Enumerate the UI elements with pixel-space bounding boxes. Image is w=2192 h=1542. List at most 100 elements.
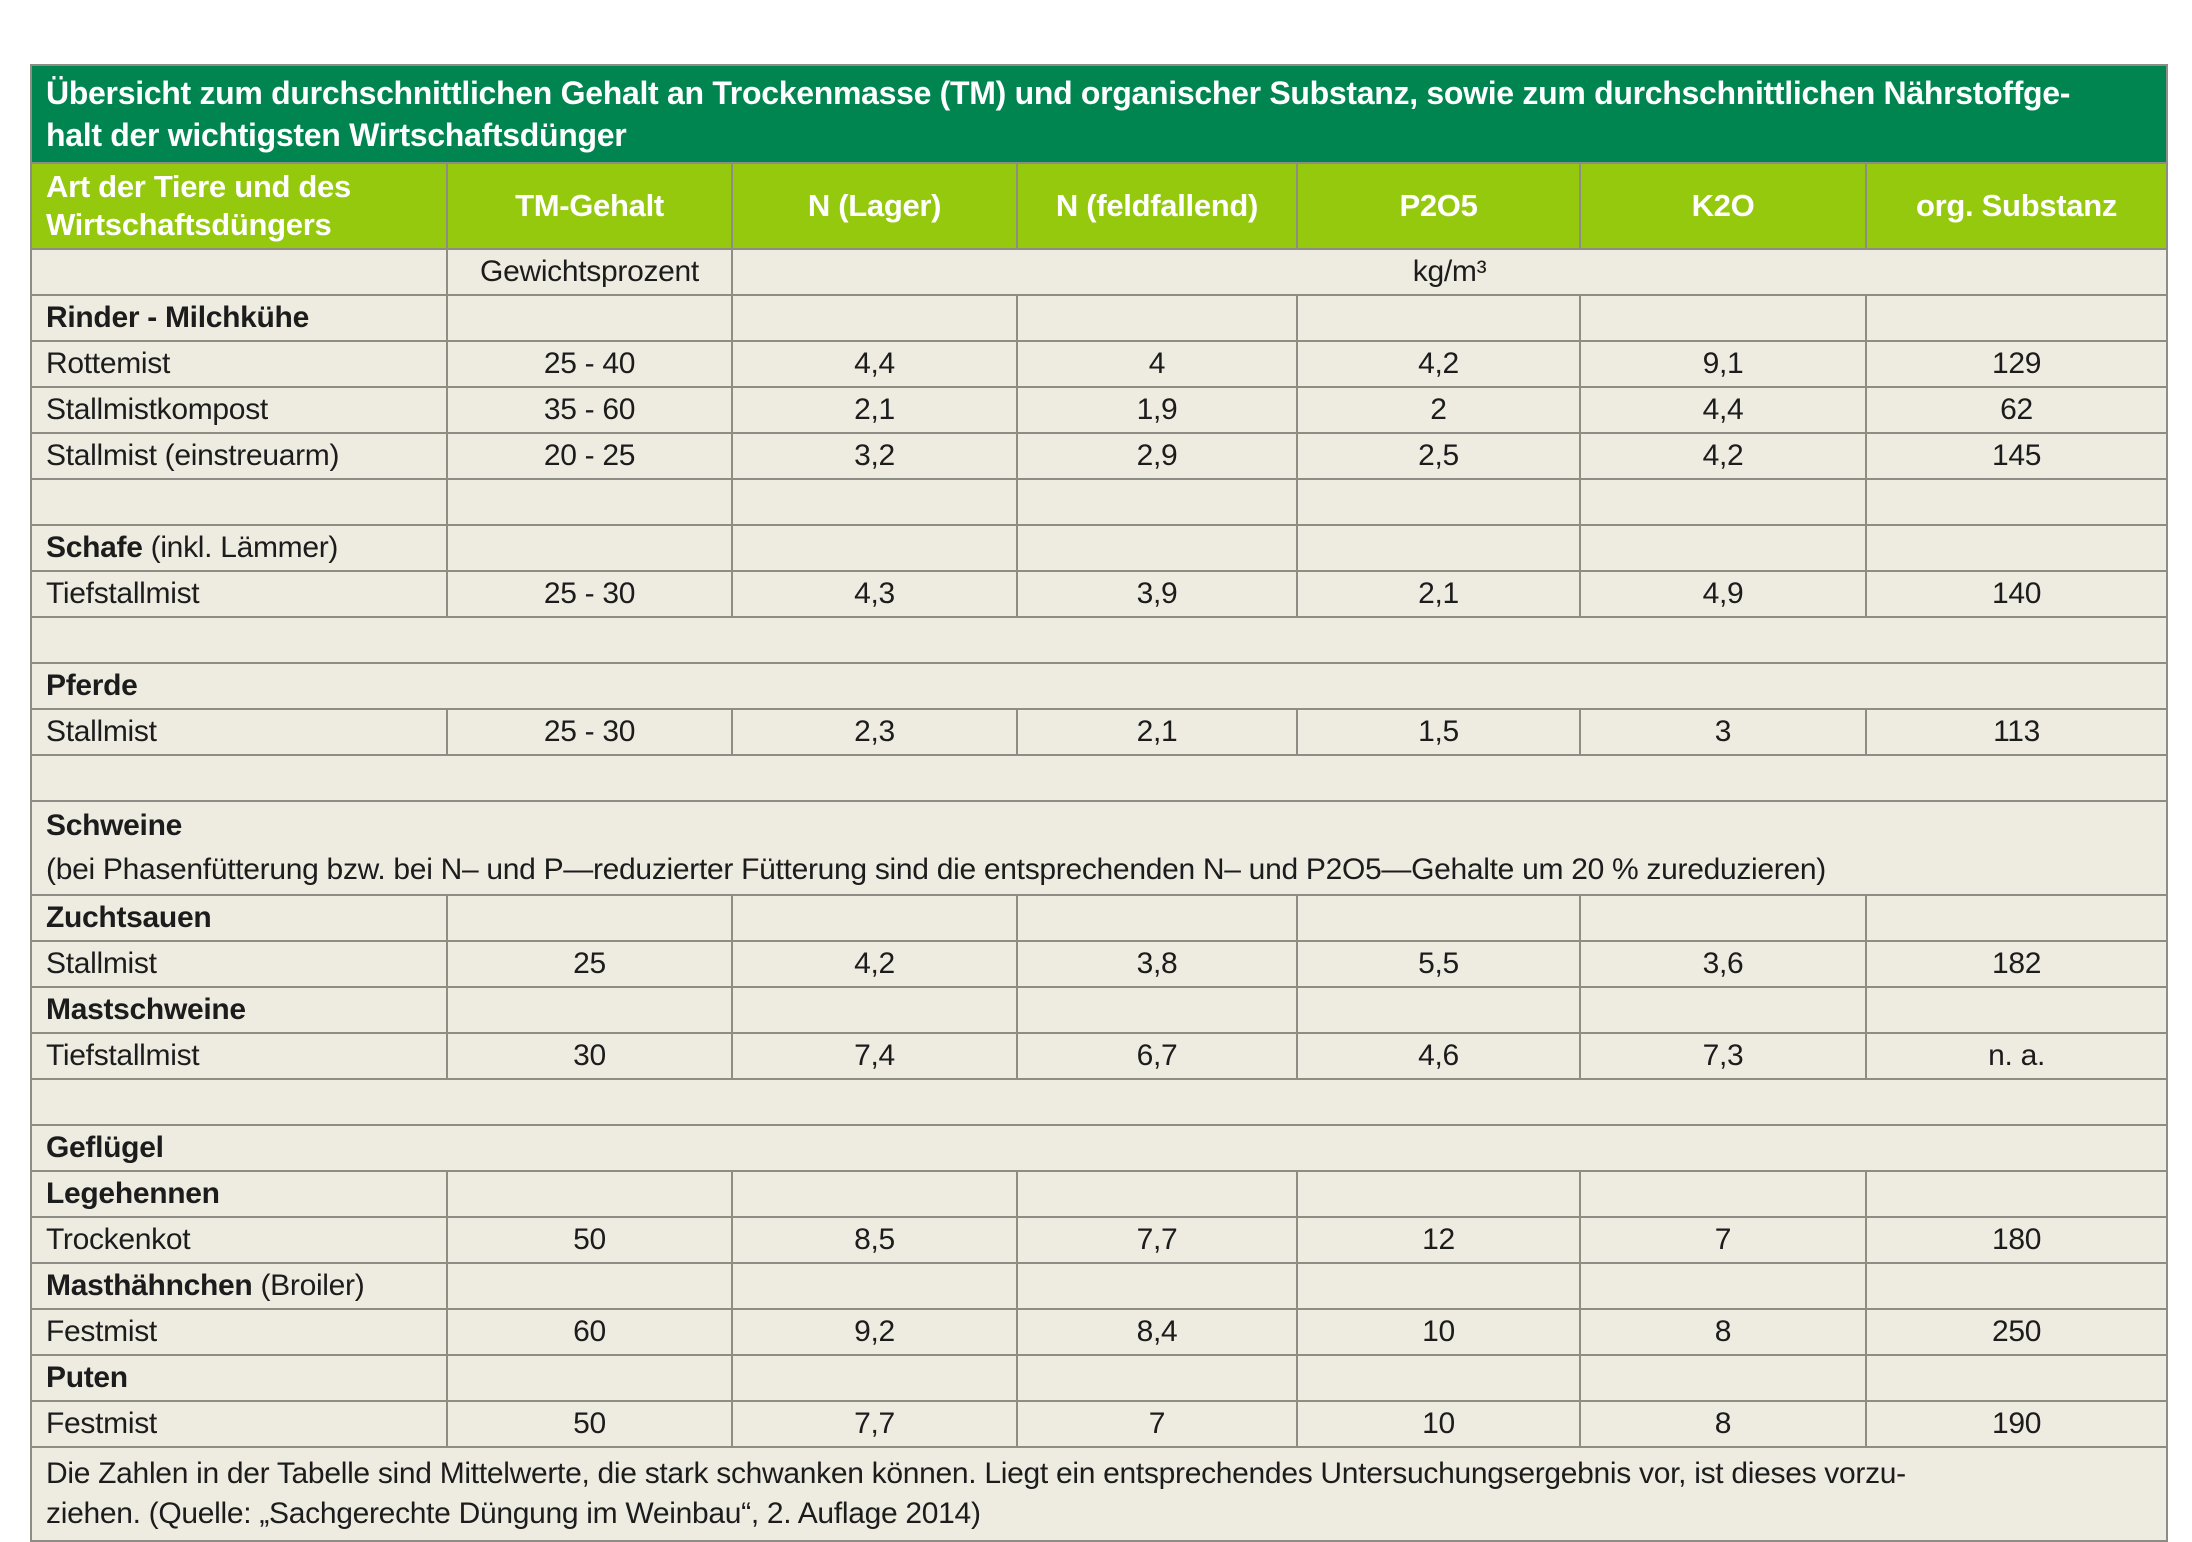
value-cell: 190 [1864, 1400, 2169, 1448]
section-label: Schweine [46, 809, 182, 842]
section-label-suffix: (Broiler) [252, 1269, 365, 1302]
data-row: Rottemist 25 - 40 4,4 4 4,2 9,1 129 [30, 340, 2169, 388]
empty-cells-row [30, 478, 2169, 526]
value-cell: 129 [1864, 340, 2169, 388]
group-row: Mastschweine [30, 986, 2169, 1034]
section-label: Rinder - Milchkühe [46, 301, 309, 334]
value-cell: 9,2 [731, 1308, 1018, 1356]
value-cell: 25 - 40 [446, 340, 733, 388]
empty-value-cell [1864, 986, 2169, 1034]
unit-weight-percent: Gewichtsprozent [446, 248, 733, 296]
group-row: Rinder - Milchkühe [30, 294, 2169, 342]
data-row: Festmist 60 9,2 8,4 10 8 250 [30, 1308, 2169, 1356]
value-cell: 9,1 [1579, 340, 1867, 388]
value-cell: 7,7 [1016, 1216, 1298, 1264]
unit-kg-per-m3: kg/m³ [730, 248, 2169, 296]
empty-value-cell [1579, 986, 1867, 1034]
empty-value-cell [731, 894, 1018, 942]
empty-merged-row [29, 754, 2169, 802]
row-label-cell: Schafe (inkl. Lämmer) [30, 524, 448, 572]
section-note-row: Schweine (bei Phasenfütterung bzw. bei N–… [29, 800, 2169, 896]
section-label: Mastschweine [46, 993, 246, 1026]
row-label-cell: Festmist [30, 1400, 448, 1448]
empty-value-cell [731, 524, 1018, 572]
section-label: Zuchtsauen [46, 901, 212, 934]
section-label: Schafe [46, 531, 143, 564]
value-cell: 25 [446, 940, 733, 988]
empty-merged-cell [29, 754, 2169, 802]
empty-value-cell [1864, 294, 2169, 342]
row-label-cell: Masthähnchen (Broiler) [30, 1262, 448, 1310]
row-label-cell: Tiefstallmist [30, 570, 448, 618]
value-cell: 4,4 [1579, 386, 1867, 434]
empty-value-cell [1579, 1354, 1867, 1402]
unit-empty-cell [30, 248, 448, 296]
row-label-cell: Rinder - Milchkühe [30, 294, 448, 342]
value-cell: 50 [446, 1216, 733, 1264]
empty-value-cell [1016, 294, 1298, 342]
group-row: Zuchtsauen [30, 894, 2169, 942]
value-cell: 2 [1296, 386, 1581, 434]
empty-value-cell [446, 1262, 733, 1310]
table-body: Übersicht zum durchschnittlichen Gehalt … [29, 64, 2169, 1542]
empty-value-cell [1016, 1354, 1298, 1402]
empty-value-cell [731, 986, 1018, 1034]
empty-value-cell [1296, 986, 1581, 1034]
empty-value-cell [1016, 1170, 1298, 1218]
empty-value-cell [1579, 524, 1867, 572]
empty-value-cell [446, 894, 733, 942]
column-header-1: TM-Gehalt [446, 162, 733, 250]
value-cell: 4,9 [1579, 570, 1867, 618]
empty-cell [446, 478, 733, 526]
footnote-line-1: Die Zahlen in der Tabelle sind Mittelwer… [46, 1457, 1906, 1490]
section-with-note-cell: Schweine (bei Phasenfütterung bzw. bei N–… [29, 800, 2169, 896]
row-label-cell: Zuchtsauen [30, 894, 448, 942]
group-row: Masthähnchen (Broiler) [30, 1262, 2169, 1310]
column-header-6: org. Substanz [1864, 162, 2169, 250]
value-cell: 8 [1579, 1308, 1867, 1356]
value-cell: 3,8 [1016, 940, 1298, 988]
data-row: Tiefstallmist 25 - 30 4,3 3,9 2,1 4,9 140 [30, 570, 2169, 618]
empty-value-cell [1296, 1354, 1581, 1402]
empty-cell [1016, 478, 1298, 526]
row-label-cell: Festmist [30, 1308, 448, 1356]
value-cell: 1,9 [1016, 386, 1298, 434]
value-cell: 2,1 [731, 386, 1018, 434]
value-cell: 8,5 [731, 1216, 1018, 1264]
empty-merged-cell [29, 616, 2169, 664]
empty-value-cell [1296, 894, 1581, 942]
section-label-suffix: (inkl. Lämmer) [142, 531, 339, 564]
value-cell: 1,5 [1296, 708, 1581, 756]
value-cell: 60 [446, 1308, 733, 1356]
value-cell: 25 - 30 [446, 708, 733, 756]
empty-value-cell [1864, 1354, 2169, 1402]
value-cell: 250 [1864, 1308, 2169, 1356]
value-cell: 180 [1864, 1216, 2169, 1264]
value-cell: 4,6 [1296, 1032, 1581, 1080]
value-cell: 4,2 [1296, 340, 1581, 388]
value-cell: n. a. [1864, 1032, 2169, 1080]
section-label: Pferde [46, 669, 138, 702]
column-header-5: K2O [1579, 162, 1867, 250]
section-label: Puten [46, 1361, 128, 1394]
empty-value-cell [446, 524, 733, 572]
value-cell: 62 [1864, 386, 2169, 434]
section-label: Masthähnchen [46, 1269, 253, 1302]
empty-value-cell [446, 1170, 733, 1218]
fertilizer-table: Übersicht zum durchschnittlichen Gehalt … [29, 64, 2169, 1542]
empty-value-cell [1016, 524, 1298, 572]
empty-value-cell [1864, 1262, 2169, 1310]
group-row: Puten [30, 1354, 2169, 1402]
value-cell: 6,7 [1016, 1032, 1298, 1080]
section-cell: Pferde [29, 662, 2169, 710]
empty-value-cell [1579, 1262, 1867, 1310]
value-cell: 145 [1864, 432, 2169, 480]
section-row: Geflügel [29, 1124, 2169, 1172]
empty-value-cell [731, 1262, 1018, 1310]
empty-value-cell [1579, 894, 1867, 942]
value-cell: 12 [1296, 1216, 1581, 1264]
value-cell: 20 - 25 [446, 432, 733, 480]
value-cell: 2,9 [1016, 432, 1298, 480]
row-label-cell: Legehennen [30, 1170, 448, 1218]
value-cell: 8 [1579, 1400, 1867, 1448]
